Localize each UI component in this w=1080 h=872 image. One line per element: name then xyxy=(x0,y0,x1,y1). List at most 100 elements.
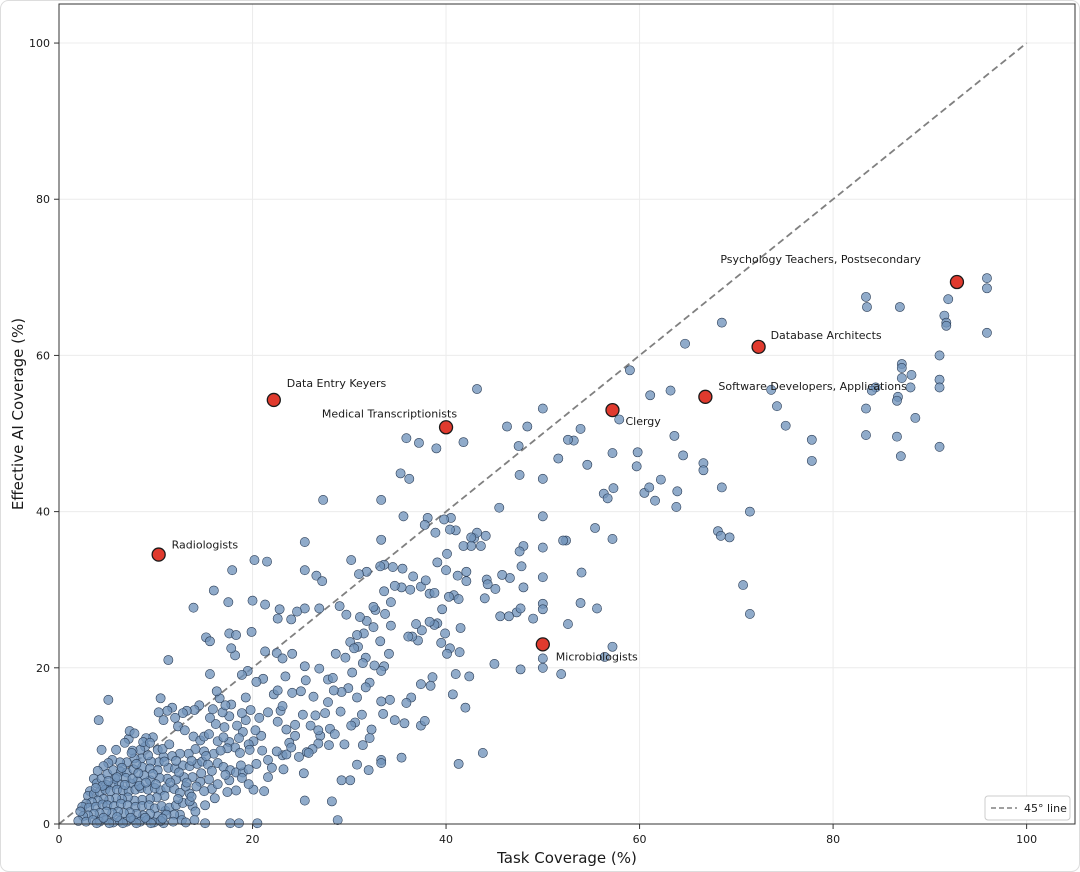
data-point xyxy=(205,669,215,679)
data-point xyxy=(424,616,435,627)
data-point xyxy=(389,715,400,726)
data-point xyxy=(665,385,676,396)
data-point xyxy=(518,582,529,593)
data-point xyxy=(455,623,466,633)
data-point xyxy=(336,775,347,786)
data-point xyxy=(204,774,214,785)
data-point xyxy=(91,818,102,829)
data-point xyxy=(277,653,288,664)
data-point xyxy=(385,597,396,608)
x-tick-label: 0 xyxy=(56,833,63,846)
data-point xyxy=(576,567,587,578)
data-point xyxy=(934,441,945,452)
data-point xyxy=(212,779,223,790)
data-point xyxy=(680,338,690,349)
data-point xyxy=(129,728,140,739)
data-point xyxy=(738,580,749,590)
data-point xyxy=(314,603,325,614)
data-point xyxy=(461,566,472,577)
data-point xyxy=(563,434,573,445)
data-point xyxy=(236,669,247,680)
data-point xyxy=(165,777,176,788)
highlighted-point xyxy=(535,637,550,652)
data-point xyxy=(126,748,137,758)
data-point xyxy=(385,694,395,705)
data-point xyxy=(210,719,221,729)
data-point xyxy=(223,597,234,608)
data-point xyxy=(103,776,114,786)
data-point xyxy=(294,751,304,762)
data-point xyxy=(444,591,454,602)
data-point xyxy=(189,815,200,825)
data-point xyxy=(896,363,907,373)
data-point xyxy=(339,739,350,750)
data-point xyxy=(266,762,277,773)
data-point xyxy=(162,705,173,716)
data-point xyxy=(379,586,390,597)
data-point xyxy=(259,786,270,797)
data-point xyxy=(308,691,319,702)
data-point xyxy=(490,584,501,594)
data-point xyxy=(290,719,300,730)
data-point xyxy=(537,572,548,583)
data-point xyxy=(716,482,727,493)
data-point xyxy=(480,530,491,541)
data-point xyxy=(464,671,475,682)
data-point xyxy=(327,673,338,683)
data-point xyxy=(207,704,218,715)
data-point xyxy=(250,725,261,736)
data-point xyxy=(437,604,448,615)
data-point xyxy=(251,758,262,769)
data-point xyxy=(205,636,215,647)
data-point xyxy=(286,614,297,625)
data-point xyxy=(528,613,539,624)
data-point xyxy=(205,712,215,723)
data-point xyxy=(131,758,142,769)
data-point xyxy=(458,437,469,448)
data-point xyxy=(271,746,282,757)
data-point xyxy=(419,716,430,726)
grid xyxy=(58,4,1075,825)
data-point xyxy=(352,692,362,703)
data-point xyxy=(440,628,450,639)
data-point xyxy=(125,812,136,823)
data-point xyxy=(537,542,548,553)
data-point xyxy=(537,662,548,673)
data-point xyxy=(147,769,158,779)
data-point xyxy=(318,495,329,505)
data-point xyxy=(329,729,340,740)
data-point xyxy=(414,437,424,448)
data-point xyxy=(153,707,164,718)
data-point xyxy=(861,403,871,414)
data-point xyxy=(575,598,586,608)
data-point xyxy=(452,570,463,581)
data-point xyxy=(133,768,144,779)
data-point xyxy=(171,755,181,766)
data-point xyxy=(941,320,952,331)
data-point xyxy=(355,612,365,622)
data-point xyxy=(655,474,666,485)
data-point xyxy=(943,294,954,305)
data-point xyxy=(672,486,683,497)
data-point xyxy=(246,626,257,637)
data-point xyxy=(607,534,618,544)
data-point xyxy=(168,816,179,827)
data-point xyxy=(159,756,170,767)
data-point xyxy=(274,604,285,615)
data-point xyxy=(861,291,871,302)
data-point xyxy=(117,818,128,829)
data-point xyxy=(299,661,310,672)
data-point xyxy=(219,722,230,733)
axes: 0 20 40 60 80 100 0 20 40 60 80 100 xyxy=(29,37,1037,846)
data-point xyxy=(454,647,465,658)
data-point xyxy=(254,712,265,723)
data-point xyxy=(447,689,458,700)
data-point xyxy=(236,708,247,719)
data-point xyxy=(387,562,398,572)
data-point xyxy=(243,764,254,775)
data-point xyxy=(164,739,175,750)
data-point xyxy=(715,530,726,541)
data-point xyxy=(401,698,412,708)
data-point xyxy=(360,682,371,693)
data-point xyxy=(427,672,438,683)
